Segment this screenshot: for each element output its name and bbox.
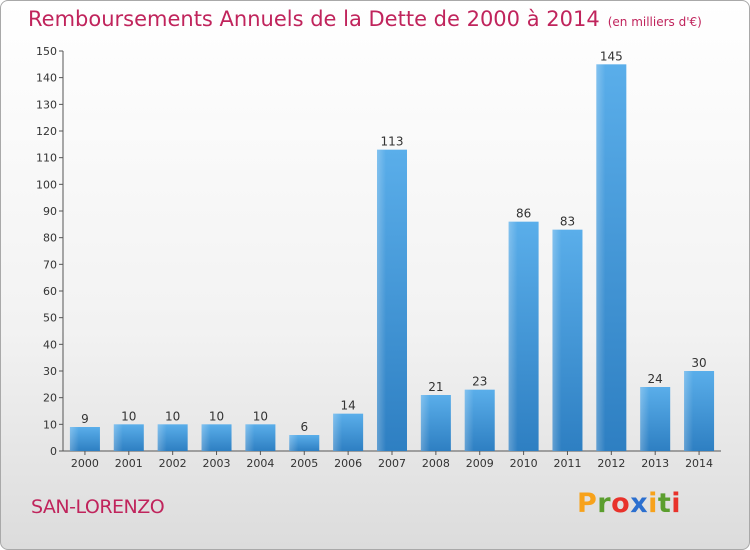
chart-title: Remboursements Annuels de la Dette de 20…: [28, 7, 702, 31]
bar-highlight: [552, 229, 583, 451]
data-label: 86: [516, 207, 531, 221]
y-tick-label: 60: [43, 285, 57, 298]
y-tick-label: 80: [43, 232, 57, 245]
x-tick-label: 2011: [553, 457, 581, 470]
logo-letter: x: [630, 488, 649, 519]
bar-highlight: [464, 389, 495, 451]
logo-letter: r: [597, 488, 612, 519]
x-tick-label: 2013: [641, 457, 669, 470]
bars: 9 10 10 10 10 6 14 113 21 23 86 83 145 24 30: [69, 49, 715, 452]
data-label: 113: [381, 135, 404, 149]
x-tick-label: 2012: [597, 457, 625, 470]
bar-highlight: [69, 427, 100, 451]
data-label: 10: [209, 409, 224, 423]
y-tick-label: 0: [50, 445, 57, 458]
x-tick-label: 2009: [466, 457, 494, 470]
logo-letter: o: [611, 488, 631, 519]
data-label: 145: [600, 49, 623, 63]
x-tick-label: 2005: [290, 457, 318, 470]
axes: 0 10 20 30 40 50 60 70 80 90 100 110 120 130 140 150 200…: [36, 45, 721, 470]
y-tick-label: 150: [36, 45, 57, 58]
logo-letter: t: [657, 488, 672, 519]
bar-highlight: [684, 371, 715, 451]
bar-highlight: [201, 424, 232, 451]
y-tick-label: 30: [43, 365, 57, 378]
data-label: 24: [648, 372, 663, 386]
x-tick-label: 2004: [246, 457, 274, 470]
y-tick-label: 50: [43, 312, 57, 325]
chart-unit: (en milliers d'€): [607, 15, 702, 29]
logo-letter: i: [671, 488, 682, 519]
x-tick-label: 2003: [203, 457, 231, 470]
x-tick-label: 2002: [159, 457, 187, 470]
y-tick-label: 10: [43, 418, 57, 431]
y-tick-label: 20: [43, 392, 57, 405]
x-tick-label: 2001: [115, 457, 143, 470]
x-tick-label: 2007: [378, 457, 406, 470]
data-label: 14: [340, 399, 355, 413]
x-tick-label: 2006: [334, 457, 362, 470]
data-label: 30: [691, 356, 706, 370]
proxiti-logo: Proxiti: [577, 488, 681, 519]
data-label: 9: [81, 412, 89, 426]
x-tick-label: 2008: [422, 457, 450, 470]
data-label: 10: [121, 409, 136, 423]
y-tick-label: 90: [43, 205, 57, 218]
x-tick-label: 2010: [510, 457, 538, 470]
data-label: 10: [253, 409, 268, 423]
data-label: 23: [472, 375, 487, 389]
y-tick-label: 40: [43, 338, 57, 351]
y-tick-label: 100: [36, 178, 57, 191]
data-label: 21: [428, 380, 443, 394]
bar-highlight: [245, 424, 276, 451]
bar-highlight: [640, 387, 671, 451]
bar-highlight: [333, 413, 364, 451]
logo-letter: i: [648, 488, 658, 519]
y-tick-label: 140: [36, 72, 57, 85]
x-tick-label: 2014: [685, 457, 713, 470]
bar-highlight: [113, 424, 144, 451]
y-tick-label: 110: [36, 152, 57, 165]
data-label: 6: [300, 420, 308, 434]
x-tick-label: 2000: [71, 457, 99, 470]
bar-highlight: [377, 149, 407, 451]
bar-highlight: [289, 435, 320, 451]
y-tick-label: 70: [43, 258, 57, 271]
y-tick-label: 120: [36, 125, 57, 138]
data-label: 83: [560, 215, 575, 229]
bar-highlight: [508, 221, 539, 451]
bar-highlight: [596, 64, 627, 452]
data-label: 10: [165, 409, 180, 423]
y-tick-label: 130: [36, 98, 57, 111]
logo-letter: P: [577, 488, 598, 519]
commune-name: SAN-LORENZO: [31, 496, 165, 518]
bar-highlight: [157, 424, 188, 451]
bar-highlight: [420, 395, 451, 451]
